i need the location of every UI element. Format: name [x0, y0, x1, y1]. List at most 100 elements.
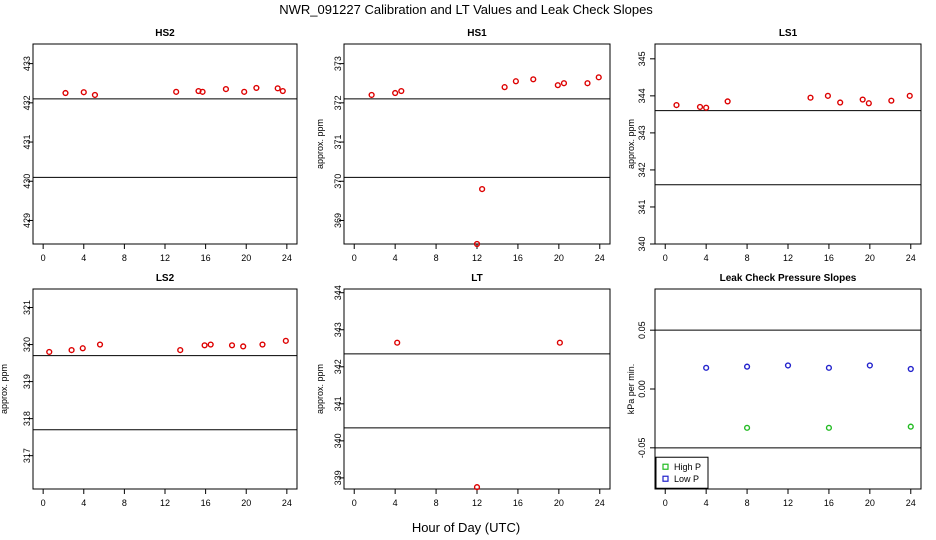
y-tick-label: 341	[333, 396, 343, 411]
panel-ls2: LS2 0 4 8 12 16 20 24 317 318 319 320 321 approx. ppm	[0, 273, 298, 508]
x-tick-label: 16	[824, 498, 834, 508]
x-tick-label: 16	[201, 498, 211, 508]
y-tick-label: 343	[333, 322, 343, 337]
x-axis-label: Hour of Day (UTC)	[412, 520, 520, 535]
data-point	[177, 347, 184, 354]
x-tick-label: 12	[472, 498, 482, 508]
data-point	[80, 89, 87, 96]
data-point	[837, 99, 844, 106]
x-tick-label: 4	[81, 498, 86, 508]
y-tick-label: 372	[333, 95, 343, 110]
y-tick-label: 317	[22, 448, 32, 463]
x-tick-label: 0	[352, 253, 357, 263]
x-tick-label: 24	[282, 253, 292, 263]
data-point	[807, 94, 814, 101]
y-tick-label: 343	[637, 125, 647, 140]
panel-hs2: HS2 0 4 8 12 16 20 24 429 430 431 432 433	[22, 28, 298, 263]
data-point	[282, 337, 289, 344]
data-point	[392, 89, 399, 97]
x-tick-label: 12	[160, 253, 170, 263]
data-point	[866, 362, 873, 369]
panel-title: HS1	[467, 28, 487, 39]
y-tick-label: 433	[22, 56, 32, 71]
x-tick-label: 16	[513, 253, 523, 263]
data-point	[222, 85, 230, 93]
figure-title: NWR_091227 Calibration and LT Values and…	[279, 2, 653, 17]
data-point	[279, 87, 286, 95]
x-tick-label: 24	[282, 498, 292, 508]
y-axis-label: approx. ppm	[315, 119, 325, 169]
panel-title: LT	[471, 273, 482, 284]
data-point	[907, 365, 914, 373]
legend-box	[655, 456, 709, 489]
y-tick-label: 371	[333, 135, 343, 150]
legend-marker	[662, 475, 669, 482]
x-tick-label: 24	[595, 253, 605, 263]
y-tick-label: -0.05	[637, 438, 647, 459]
data-point	[259, 341, 266, 348]
y-tick-label: 344	[333, 285, 343, 300]
x-tick-label: 4	[704, 498, 709, 508]
y-tick-label: 344	[637, 88, 647, 103]
x-tick-label: 0	[663, 253, 668, 263]
x-tick-label: 0	[41, 253, 46, 263]
y-tick-label: 320	[22, 337, 32, 352]
x-tick-label: 16	[824, 253, 834, 263]
data-point	[906, 92, 913, 99]
x-tick-label: 20	[554, 253, 564, 263]
data-point	[907, 423, 914, 430]
panel-title: Leak Check Pressure Slopes	[720, 273, 857, 284]
data-point	[274, 85, 281, 92]
x-tick-label: 12	[160, 498, 170, 508]
x-tick-label: 24	[906, 498, 916, 508]
data-point	[91, 91, 99, 99]
y-tick-label: 319	[22, 374, 32, 389]
data-point	[228, 342, 236, 349]
y-tick-label: 321	[22, 300, 32, 315]
x-tick-label: 8	[745, 498, 750, 508]
x-tick-label: 16	[513, 498, 523, 508]
y-axis-label: kPa per min.	[626, 364, 636, 415]
x-tick-label: 12	[472, 253, 482, 263]
data-point	[479, 185, 486, 193]
y-tick-label: 339	[333, 470, 343, 485]
x-tick-label: 0	[352, 498, 357, 508]
data-point	[201, 342, 208, 349]
x-tick-label: 20	[241, 253, 251, 263]
data-point	[394, 339, 401, 346]
y-axis-label: approx. ppm	[0, 364, 9, 414]
plot-frame	[32, 43, 298, 245]
data-point	[240, 343, 247, 350]
y-tick-label: 342	[637, 162, 647, 177]
panel-title: LS2	[156, 273, 175, 284]
data-point	[501, 84, 508, 91]
data-point	[560, 80, 568, 87]
x-tick-label: 0	[663, 498, 668, 508]
data-point	[368, 91, 375, 99]
data-point	[888, 97, 895, 104]
x-tick-label: 8	[122, 253, 127, 263]
data-point	[673, 102, 680, 109]
x-tick-label: 24	[595, 498, 605, 508]
y-tick-label: 432	[22, 95, 32, 110]
y-tick-label: 369	[333, 213, 343, 228]
y-tick-label: 431	[22, 135, 32, 150]
data-point	[68, 347, 75, 354]
data-point	[253, 84, 260, 92]
data-point	[743, 363, 751, 370]
plot-frame	[343, 43, 611, 245]
legend-label: High P	[674, 462, 701, 472]
data-point	[62, 89, 69, 97]
data-point	[530, 76, 537, 83]
data-point	[512, 78, 519, 85]
x-tick-label: 4	[393, 498, 398, 508]
y-tick-label: 370	[333, 174, 343, 189]
data-point	[473, 484, 481, 491]
y-tick-label: 429	[22, 213, 32, 228]
data-point	[207, 341, 214, 348]
x-tick-label: 12	[783, 498, 793, 508]
y-tick-label: 0.05	[637, 321, 647, 339]
x-tick-label: 4	[393, 253, 398, 263]
x-tick-label: 8	[122, 498, 127, 508]
